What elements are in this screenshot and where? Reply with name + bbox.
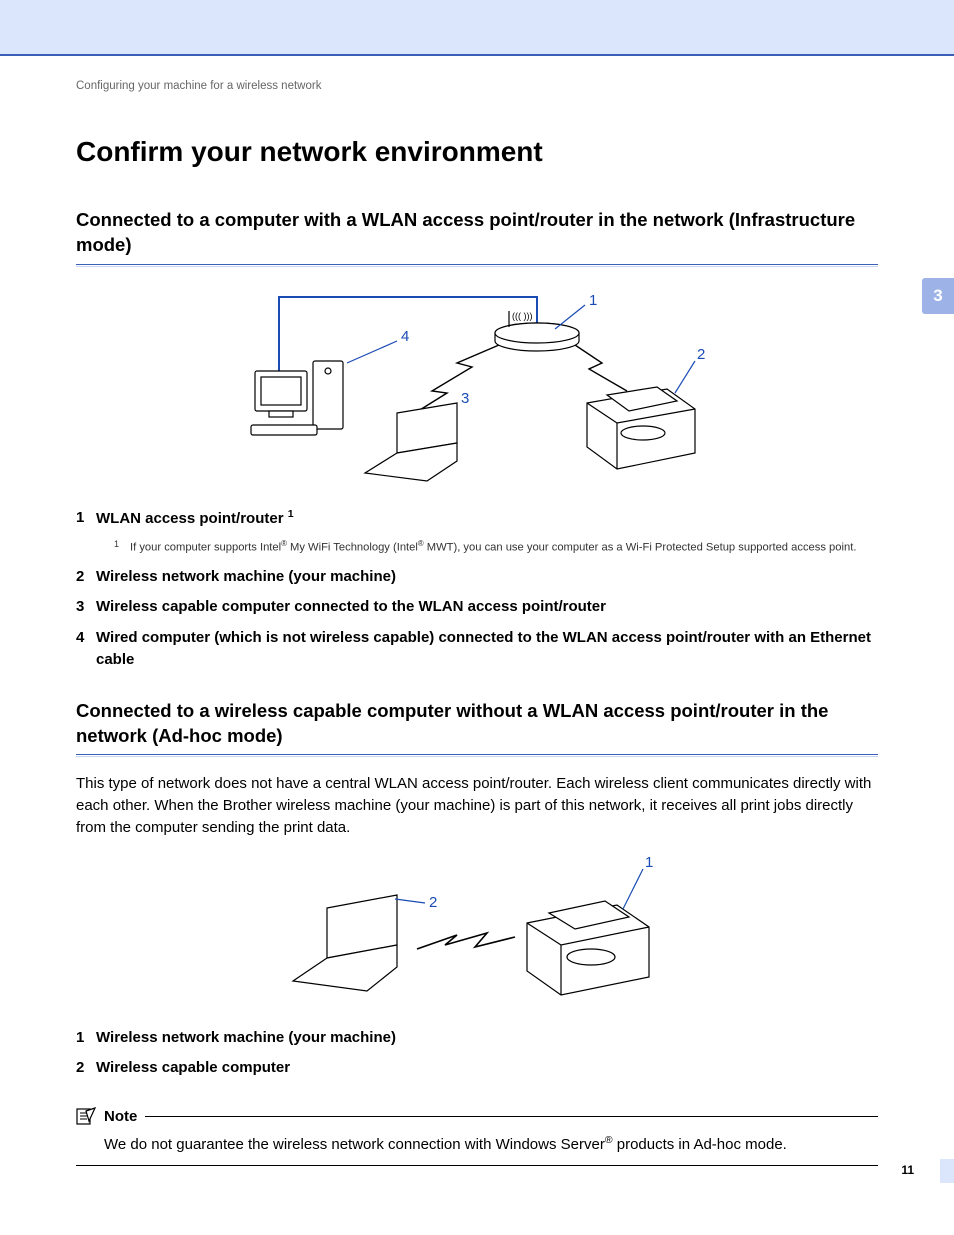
- legend-text: Wireless capable computer connected to t…: [96, 596, 878, 618]
- diagram1-label-4: 4: [401, 328, 409, 345]
- legend-item: 2 Wireless capable computer: [76, 1057, 878, 1079]
- legend-item: 3 Wireless capable computer connected to…: [76, 596, 878, 618]
- legend-num: 1: [76, 507, 96, 530]
- heading-rule: [76, 754, 878, 755]
- section1-heading: Connected to a computer with a WLAN acce…: [76, 208, 878, 258]
- section2-paragraph: This type of network does not have a cen…: [76, 773, 878, 838]
- legend-text: Wireless network machine (your machine): [96, 1027, 878, 1049]
- chapter-tab: 3: [922, 278, 954, 314]
- legend-num: 1: [76, 1027, 96, 1049]
- footnote: 1 If your computer supports Intel® My Wi…: [114, 539, 878, 556]
- note-icon: [76, 1107, 96, 1125]
- diagram-adhoc: 2 1: [76, 853, 878, 1003]
- legend-text: Wired computer (which is not wireless ca…: [96, 627, 878, 671]
- heading-rule: [76, 264, 878, 265]
- svg-text:((( ))): ((( ))): [512, 311, 532, 321]
- page-title: Confirm your network environment: [76, 136, 878, 168]
- page-number: 11: [901, 1163, 914, 1177]
- legend-text: Wireless capable computer: [96, 1057, 878, 1079]
- legend-text: WLAN access point/router 1: [96, 507, 878, 530]
- diagram1-label-2: 2: [697, 346, 705, 363]
- section2-legend: 1 Wireless network machine (your machine…: [76, 1027, 878, 1080]
- header-band: [0, 0, 954, 54]
- diagram-infrastructure: ((( ))) 1 3 4: [76, 283, 878, 483]
- footnote-text: If your computer supports Intel® My WiFi…: [130, 539, 856, 556]
- diagram1-label-3: 3: [461, 390, 469, 407]
- note-label: Note: [104, 1108, 137, 1125]
- diagram1-label-1: 1: [589, 292, 597, 309]
- note-top-rule: [145, 1116, 878, 1117]
- note-block: Note We do not guarantee the wireless ne…: [76, 1107, 878, 1166]
- note-body: We do not guarantee the wireless network…: [76, 1125, 878, 1165]
- section1-legend: 1 WLAN access point/router 1 1 If your c…: [76, 507, 878, 671]
- legend-item: 1 Wireless network machine (your machine…: [76, 1027, 878, 1049]
- legend-num: 2: [76, 566, 96, 588]
- breadcrumb: Configuring your machine for a wireless …: [76, 80, 878, 92]
- legend-num: 4: [76, 627, 96, 671]
- side-stub: [940, 1159, 954, 1183]
- legend-text: Wireless network machine (your machine): [96, 566, 878, 588]
- note-bottom-rule: [76, 1165, 878, 1166]
- legend-item: 1 WLAN access point/router 1: [76, 507, 878, 530]
- footnote-num: 1: [114, 538, 130, 555]
- legend-num: 2: [76, 1057, 96, 1079]
- legend-item: 4 Wired computer (which is not wireless …: [76, 627, 878, 671]
- legend-item: 2 Wireless network machine (your machine…: [76, 566, 878, 588]
- section2-heading: Connected to a wireless capable computer…: [76, 699, 878, 749]
- legend-num: 3: [76, 596, 96, 618]
- diagram2-label-2: 2: [429, 894, 437, 911]
- diagram2-label-1: 1: [645, 854, 653, 871]
